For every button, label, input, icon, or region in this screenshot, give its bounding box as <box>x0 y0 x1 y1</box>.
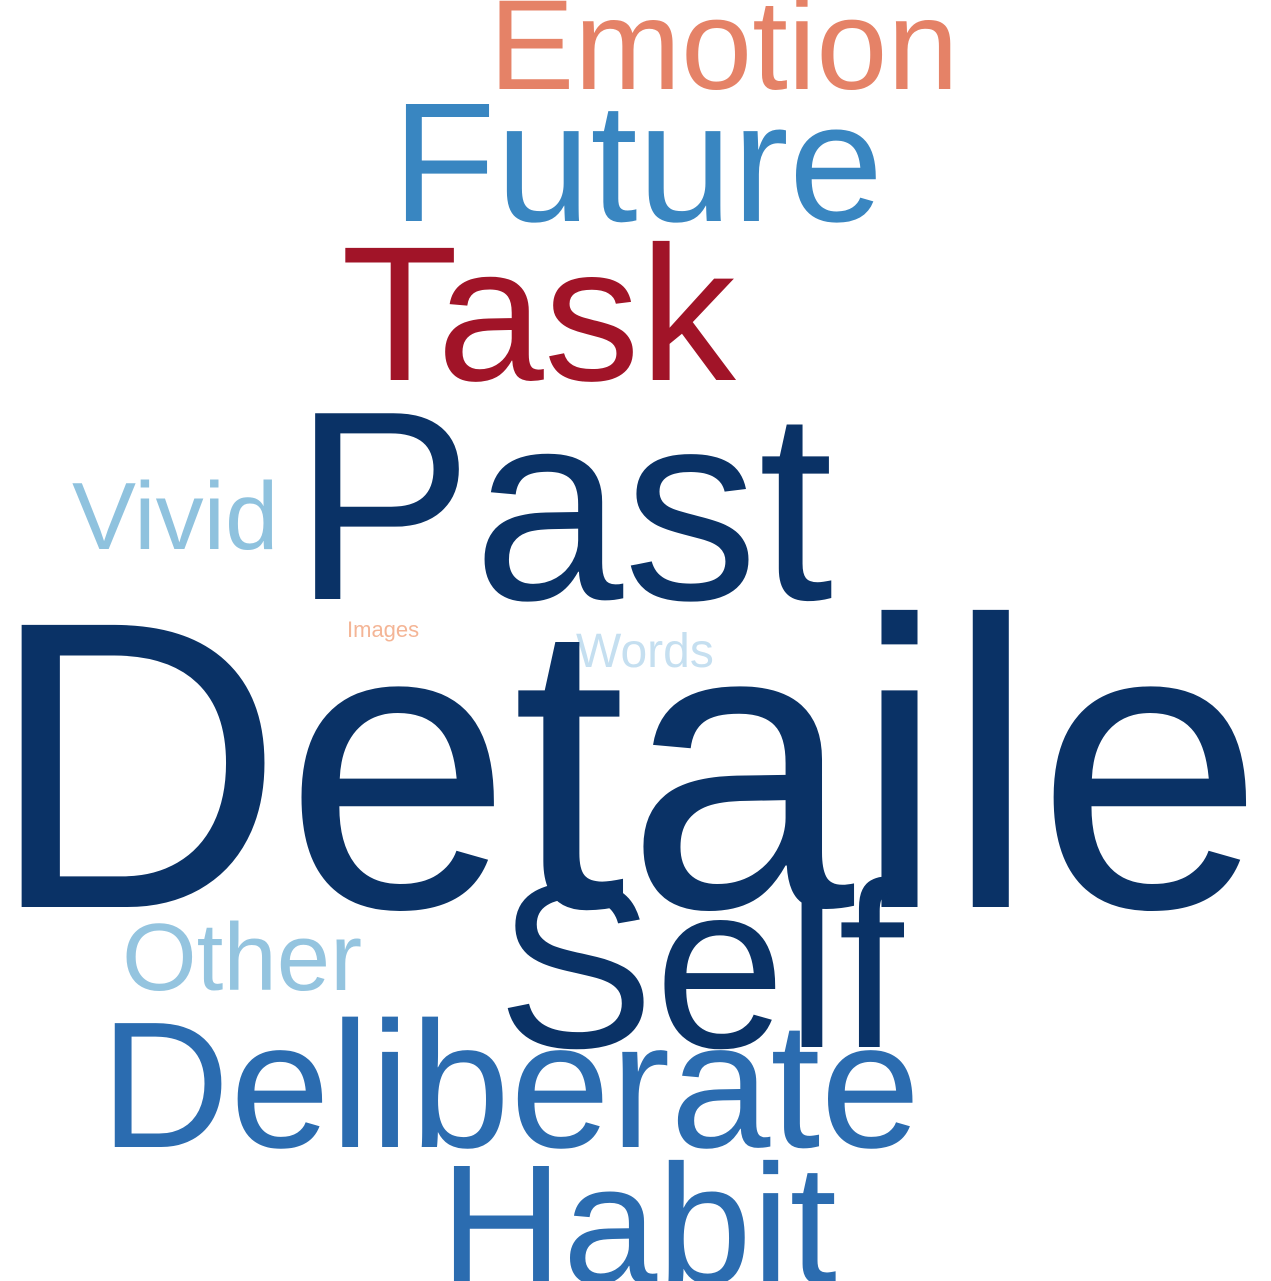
word-images: Images <box>347 617 420 642</box>
word-other: Other <box>122 904 363 1011</box>
word-habit: Habit <box>440 1130 837 1281</box>
word-past: Past <box>293 356 834 657</box>
word-future: Future <box>392 68 884 258</box>
word-self: Self <box>497 834 904 1098</box>
word-emotion: Emotion <box>489 0 959 117</box>
word-vivid: Vivid <box>72 463 279 570</box>
word-deliberate: Deliberate <box>100 985 921 1186</box>
word-detailed: Detailed <box>0 536 1271 994</box>
word-words: Words <box>576 625 714 678</box>
word-task: Task <box>341 206 736 421</box>
